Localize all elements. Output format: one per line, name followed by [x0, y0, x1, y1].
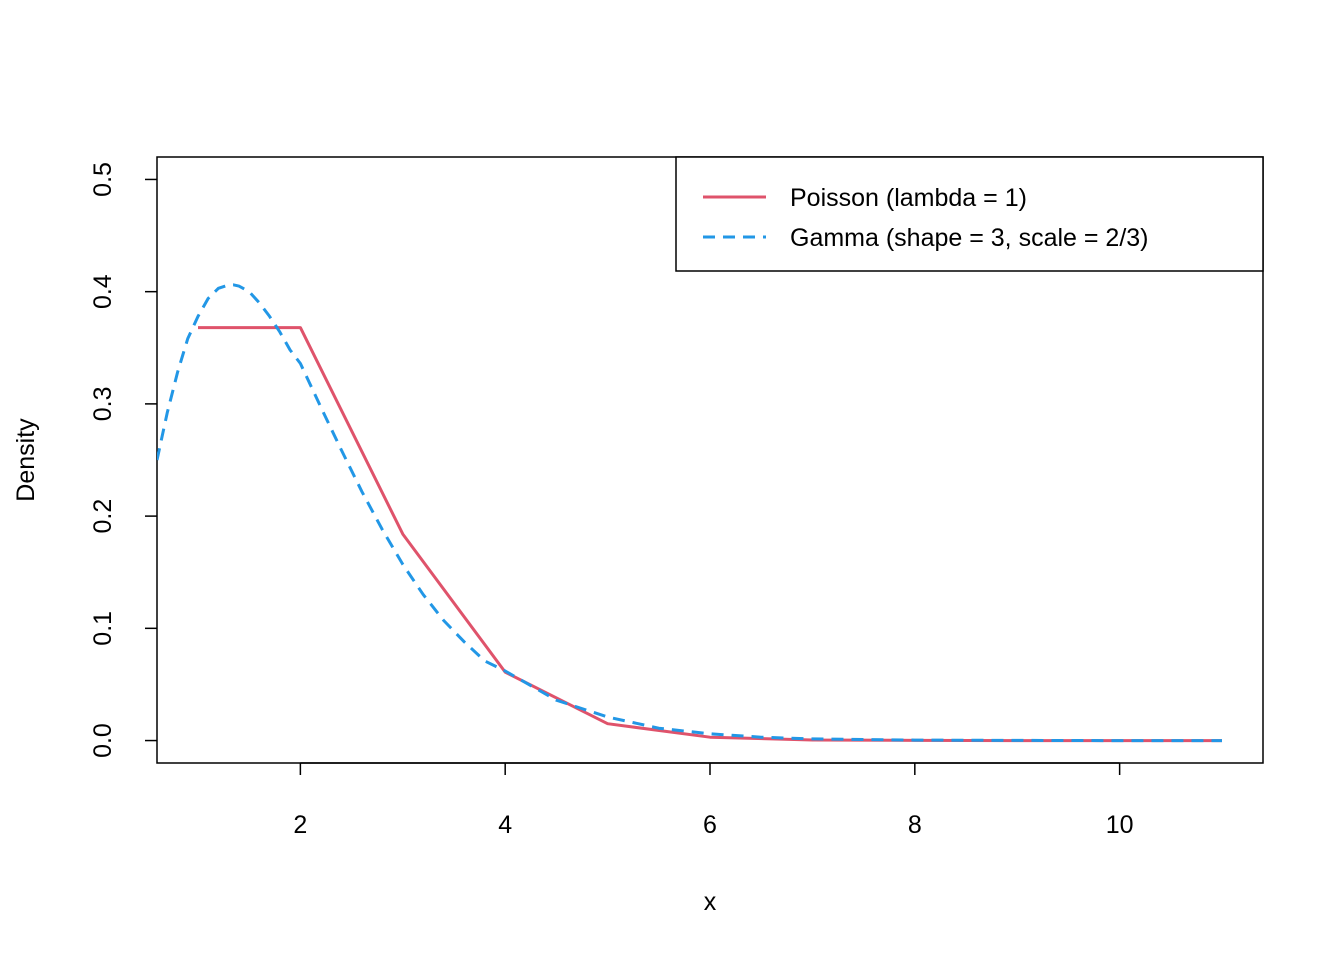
y-tick-label: 0.2 [89, 499, 117, 534]
y-tick-label: 0.4 [89, 274, 117, 309]
x-tick-label: 2 [293, 811, 307, 839]
y-tick-label: 0.0 [89, 723, 117, 758]
x-tick-label: 10 [1106, 811, 1134, 839]
x-tick-label: 8 [908, 811, 922, 839]
x-axis-title: x [704, 888, 717, 916]
y-tick-label: 0.1 [89, 611, 117, 646]
y-tick-label: 0.5 [89, 162, 117, 197]
x-tick-label: 6 [703, 811, 717, 839]
series-line-gamma [157, 283, 1222, 743]
legend-box [675, 156, 1264, 272]
legend-label-poisson: Poisson (lambda = 1) [790, 184, 1027, 212]
y-tick-label: 0.3 [89, 387, 117, 422]
series-line-poisson [198, 326, 1222, 743]
y-axis: 0.0 0.1 0.2 0.3 0.4 0.5 [89, 162, 157, 758]
legend: Poisson (lambda = 1) Gamma (shape = 3, s… [675, 156, 1264, 272]
legend-label-gamma: Gamma (shape = 3, scale = 2/3) [790, 224, 1149, 252]
series-layer [157, 283, 1222, 743]
x-axis: 2 4 6 8 10 [293, 762, 1134, 839]
x-tick-label: 4 [498, 811, 512, 839]
y-axis-title: Density [12, 418, 40, 502]
